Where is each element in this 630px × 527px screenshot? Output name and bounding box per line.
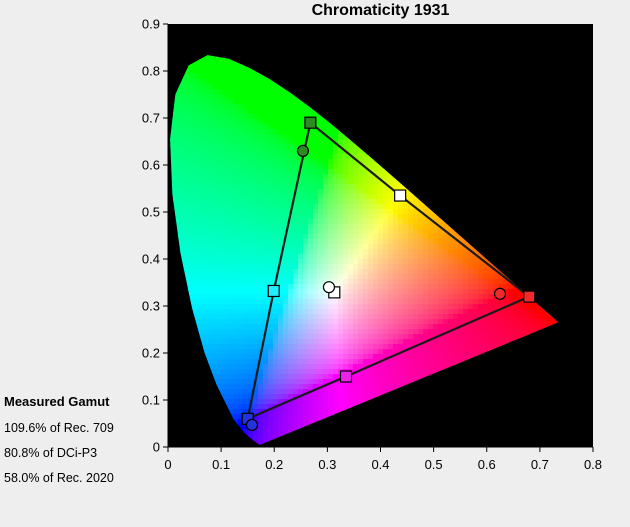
y-tick-label: 0.4 xyxy=(142,252,160,267)
x-tick-label: 0.7 xyxy=(531,457,549,472)
x-tick-label: 0.6 xyxy=(478,457,496,472)
y-tick-label: 0.7 xyxy=(142,111,160,126)
y-tick-label: 0.5 xyxy=(142,205,160,220)
y-tick-label: 0.6 xyxy=(142,158,160,173)
y-tick-label: 0.1 xyxy=(142,393,160,408)
measured-gamut-panel: Measured Gamut 109.6% of Rec. 709 80.8% … xyxy=(4,394,164,496)
axes: 0 0.1 0.2 0.3 0.4 0.5 0.6 0.7 0.8 0 0.1 0.2 0.3 0.4 0.… xyxy=(142,17,602,473)
x-tick-label: 0.1 xyxy=(212,457,230,472)
y-tick-label: 0.9 xyxy=(142,17,160,32)
series-0-square-point xyxy=(394,189,407,202)
gamut-rec2020: 58.0% of Rec. 2020 xyxy=(4,471,114,485)
x-tick-label: 0.8 xyxy=(584,457,602,472)
series-0-square-point xyxy=(523,290,536,303)
series-2-circle-point xyxy=(245,418,259,432)
y-tick-label: 0.2 xyxy=(142,346,160,361)
y-tick-label: 0.3 xyxy=(142,299,160,314)
measured-gamut-heading: Measured Gamut xyxy=(4,394,110,409)
y-tick-label: 0 xyxy=(153,440,160,455)
series-layer xyxy=(241,116,536,432)
series-2-circle-point xyxy=(296,144,310,157)
series-2-circle-point xyxy=(322,281,336,294)
x-tick-label: 0.3 xyxy=(318,457,336,472)
gamut-dci-p3: 80.8% of DCi-P3 xyxy=(4,446,98,460)
series-0-square-point xyxy=(267,284,280,298)
x-tick-label: 0 xyxy=(164,457,171,472)
x-tick-label: 0.5 xyxy=(425,457,443,472)
series-0-square-point xyxy=(339,370,353,383)
x-tick-label: 0.4 xyxy=(371,457,389,472)
y-tick-label: 0.8 xyxy=(142,64,160,79)
series-0-square-point xyxy=(304,116,317,129)
x-tick-label: 0.2 xyxy=(265,457,283,472)
series-2-circle-point xyxy=(493,287,507,300)
chart-title: Chromaticity 1931 xyxy=(311,2,450,19)
gamut-rec709: 109.6% of Rec. 709 xyxy=(4,421,114,435)
